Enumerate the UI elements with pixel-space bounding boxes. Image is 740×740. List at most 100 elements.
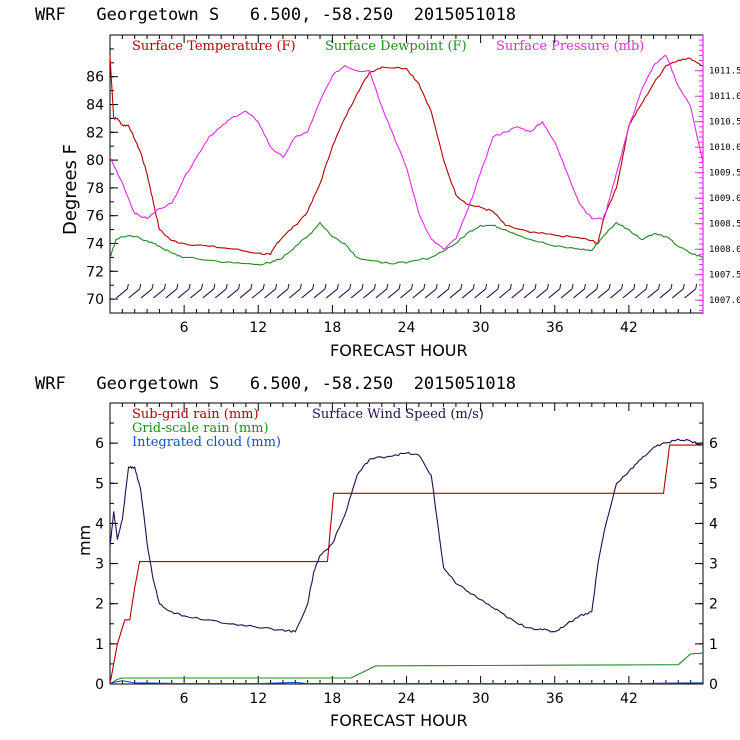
wind-barb xyxy=(424,288,437,299)
y-tick-label: 4 xyxy=(95,516,104,532)
wind-barb-flag xyxy=(299,283,302,290)
wind-barbs-row xyxy=(116,283,698,299)
wind-barb-flag xyxy=(583,283,586,290)
wind-barb-flag xyxy=(658,283,661,290)
y-tick-label: 84 xyxy=(86,98,104,114)
wind-barb xyxy=(214,288,227,299)
y2-tick-label: 4 xyxy=(709,516,718,532)
wind-barb-flag xyxy=(188,283,191,290)
x-tick-label: 30 xyxy=(472,691,490,707)
wind-barb-flag xyxy=(287,283,290,290)
wind-barb xyxy=(301,288,313,299)
wind-barb xyxy=(128,288,141,299)
y2-tick-label: 1007.0 xyxy=(709,296,740,306)
wind-barb-flag xyxy=(497,283,500,290)
x-tick-label: 24 xyxy=(398,691,416,707)
wind-barb-flag xyxy=(361,283,364,290)
y2-tick-label: 0 xyxy=(709,677,718,693)
panel2-title: WRF Georgetown S 6.500, -58.250 20150510… xyxy=(35,374,516,394)
y-tick-label: 70 xyxy=(86,292,104,308)
wind-barb xyxy=(412,288,425,299)
panel2-right-ticks: 0 1 2 3 4 5 6 xyxy=(695,402,718,693)
y2-tick-label: 5 xyxy=(709,476,718,492)
wind-barb xyxy=(202,288,215,299)
y2-tick-label: 1009.5 xyxy=(709,169,740,179)
wind-barb-flag xyxy=(386,283,389,290)
wind-barb xyxy=(375,288,388,299)
x-tick-label: 36 xyxy=(546,320,564,336)
wind-barb xyxy=(523,288,536,299)
wind-barb-flag xyxy=(423,283,426,290)
y2-tick-label: 1007.5 xyxy=(709,271,740,281)
legend-integrated-cloud: Integrated cloud (mm) xyxy=(132,435,281,450)
wind-barb-flag xyxy=(126,283,129,290)
wind-barb xyxy=(684,288,696,299)
panel1-right-ticks: 1007.0 1007.5 1008.0 1008.5 1009.0 1009.5 1010… xyxy=(695,39,740,311)
panel1-legend: Surface Temperature (F) Surface Dewpoint… xyxy=(132,39,644,54)
wind-barb-flag xyxy=(176,283,179,290)
series-line-2 xyxy=(109,680,704,685)
wind-barb xyxy=(350,288,363,299)
y2-tick-label: 6 xyxy=(709,436,718,452)
wind-barb xyxy=(313,288,326,299)
wind-barb-flag xyxy=(312,283,315,290)
wind-barb-flag xyxy=(225,283,228,290)
wind-barb xyxy=(227,288,239,299)
panel2-y-axis-label: mm xyxy=(75,525,94,556)
wind-barb-flag xyxy=(151,283,154,290)
y2-tick-label: 1011.0 xyxy=(709,92,740,102)
wind-barb xyxy=(165,288,178,299)
panel2-x-axis-label: FORECAST HOUR xyxy=(330,711,468,730)
wind-barb xyxy=(659,288,672,299)
wind-barb-flag xyxy=(645,283,648,290)
y2-tick-label: 1010.0 xyxy=(709,143,740,153)
x-tick-label: 12 xyxy=(249,320,267,336)
wind-barb-flag xyxy=(472,283,475,290)
wind-barb xyxy=(499,288,511,299)
wind-barb xyxy=(671,288,684,299)
panel2-legend: Sub-grid rain (mm) Grid-scale rain (mm) … xyxy=(132,407,484,450)
wind-barb xyxy=(647,288,659,299)
legend-surface-wind-speed: Surface Wind Speed (m/s) xyxy=(312,407,484,422)
y-tick-label: 3 xyxy=(95,557,104,573)
panel1-series xyxy=(109,54,704,266)
series-line-1 xyxy=(109,221,704,266)
wind-barb xyxy=(116,288,128,299)
wind-barb-flag xyxy=(275,283,278,290)
panel1-x-ticks: 6 12 18 24 30 36 42 xyxy=(121,35,692,336)
wind-barb-flag xyxy=(200,283,203,290)
wind-barb-flag xyxy=(608,283,611,290)
x-tick-label: 36 xyxy=(546,691,564,707)
x-tick-label: 24 xyxy=(398,320,416,336)
x-tick-label: 30 xyxy=(472,320,490,336)
y-tick-label: 80 xyxy=(86,153,104,169)
wind-barb xyxy=(449,288,462,299)
wind-barb-flag xyxy=(373,283,376,290)
wind-barb-flag xyxy=(213,283,216,290)
wind-barb xyxy=(326,288,338,299)
wind-barb xyxy=(474,288,486,299)
wind-barb xyxy=(190,288,202,299)
y2-tick-label: 3 xyxy=(709,557,718,573)
wind-barb xyxy=(276,288,289,299)
y-tick-label: 76 xyxy=(86,209,104,225)
wind-barb-flag xyxy=(485,283,488,290)
wind-barb-flag xyxy=(411,283,413,290)
wind-barb-flag xyxy=(695,283,698,290)
wind-barb xyxy=(288,288,301,299)
wind-barb-flag xyxy=(238,283,241,290)
wind-barb xyxy=(177,288,190,299)
y-tick-label: 2 xyxy=(95,597,104,613)
wind-barb xyxy=(363,288,375,299)
y-tick-label: 72 xyxy=(86,264,104,280)
y2-tick-label: 2 xyxy=(709,597,718,613)
y2-tick-label: 1009.0 xyxy=(709,194,740,204)
wind-barb-flag xyxy=(534,283,537,290)
wind-barb xyxy=(536,288,548,299)
wind-barb xyxy=(437,288,449,299)
wind-barb xyxy=(153,288,165,299)
wind-barb xyxy=(585,288,598,299)
legend-surface-pressure: Surface Pressure (mb) xyxy=(496,39,644,54)
wind-barb-flag xyxy=(139,283,142,290)
wind-barb-flag xyxy=(546,283,549,290)
